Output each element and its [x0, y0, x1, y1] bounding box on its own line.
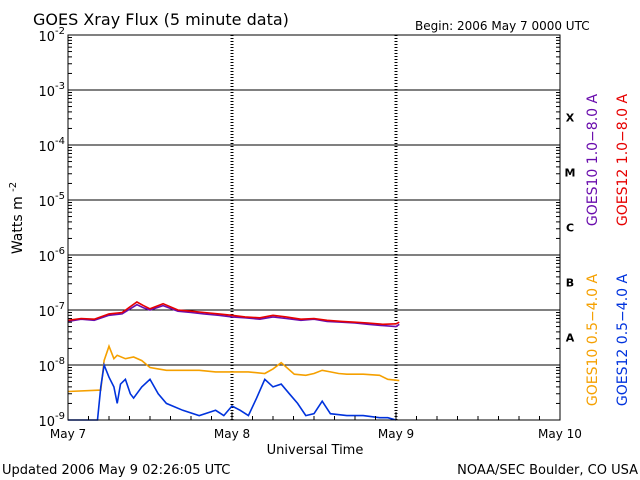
series-line-3 — [67, 343, 400, 393]
legend-entry-3: GOES10 0.5−4.0 A — [585, 274, 601, 407]
flare-class-label: B — [566, 277, 574, 290]
updated-label: Updated 2006 May 9 02:26:05 UTC — [2, 463, 230, 478]
plot-area — [68, 35, 560, 420]
y-tick-label: 10-4 — [38, 136, 65, 155]
flare-class-label: M — [565, 167, 576, 180]
legend-entry-4: GOES12 0.5−4.0 A — [615, 274, 631, 407]
series-line-4 — [68, 361, 397, 421]
y-axis-label: Watts m -2 — [8, 182, 26, 254]
x-tick-label: May 9 — [378, 427, 414, 441]
y-tick-label: 10-3 — [38, 81, 65, 100]
x-axis-label: Universal Time — [267, 443, 364, 458]
begin-label: Begin: 2006 May 7 0000 UTC — [415, 19, 590, 33]
flare-class-label: A — [566, 332, 575, 345]
chart-title: GOES Xray Flux (5 minute data) — [33, 10, 289, 29]
x-tick-label: May 7 — [50, 427, 86, 441]
series-line-2 — [67, 301, 400, 326]
y-tick-label: 10-2 — [38, 26, 65, 45]
y-tick-label: 10-9 — [38, 411, 65, 430]
y-tick-label: 10-7 — [38, 301, 65, 320]
legend-entry-2: GOES12 1.0−8.0 A — [615, 94, 631, 227]
flare-class-label: C — [566, 222, 574, 235]
x-tick-label: May 8 — [214, 427, 250, 441]
flare-class-label: X — [566, 112, 575, 125]
y-tick-label: 10-5 — [38, 191, 65, 210]
y-tick-label: 10-8 — [38, 356, 65, 375]
source-label: NOAA/SEC Boulder, CO USA — [457, 463, 638, 478]
legend-entry-1: GOES10 1.0−8.0 A — [585, 94, 601, 227]
y-tick-label: 10-6 — [38, 246, 65, 265]
x-tick-label: May 10 — [538, 427, 582, 441]
